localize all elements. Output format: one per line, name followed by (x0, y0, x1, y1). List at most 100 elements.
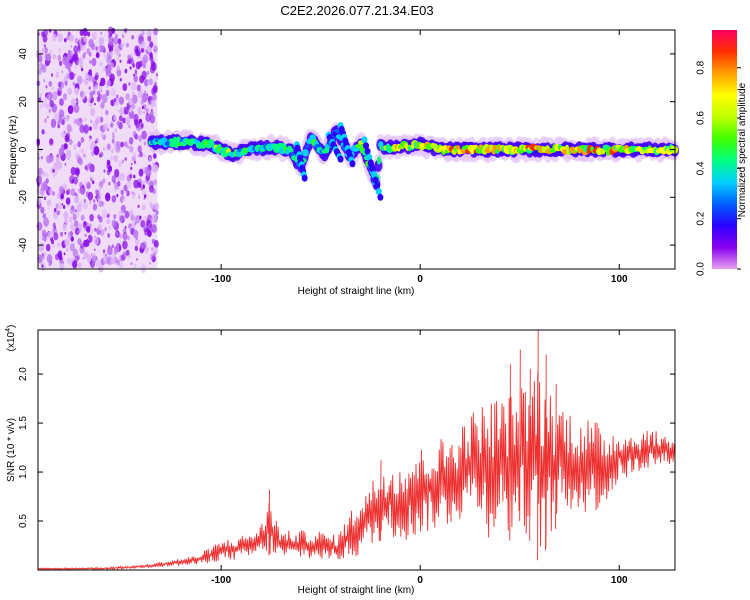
colorbar-tick-label: 0.2 (696, 211, 707, 225)
noise-speck (141, 30, 145, 36)
noise-speck (119, 172, 125, 182)
noise-speck (134, 238, 140, 246)
noise-speck (122, 195, 126, 202)
noise-speck (149, 64, 156, 74)
noise-speck (110, 122, 114, 128)
noise-speck (48, 188, 53, 195)
noise-speck (80, 148, 84, 154)
noise-speck (124, 225, 127, 229)
noise-speck (109, 73, 115, 83)
colorbar-tick-label: 0.4 (696, 161, 707, 175)
noise-speck (76, 194, 78, 198)
noise-speck (72, 248, 79, 258)
noise-speck (94, 227, 97, 232)
noise-speck (126, 235, 130, 241)
noise-speck (101, 201, 104, 206)
noise-speck (131, 103, 136, 110)
snr-line (37, 371, 676, 570)
noise-speck (136, 84, 141, 92)
noise-speck (105, 67, 111, 75)
noise-speck (57, 47, 62, 54)
noise-speck (80, 137, 85, 143)
noise-speck (145, 167, 151, 177)
noise-speck (63, 211, 69, 220)
noise-speck (125, 116, 131, 126)
noise-speck (126, 180, 132, 190)
noise-speck (153, 246, 159, 255)
noise-speck (133, 263, 137, 269)
spectrogram-y-tick-label: 0 (18, 146, 29, 152)
noise-speck (86, 254, 92, 263)
noise-speck (153, 226, 157, 233)
noise-speck (88, 137, 91, 142)
noise-speck (49, 260, 53, 265)
noise-speck (52, 191, 55, 196)
noise-speck (97, 202, 100, 206)
noise-speck (91, 255, 97, 264)
noise-speck (151, 247, 154, 251)
spectrogram-x-tick-label: 100 (611, 274, 628, 285)
noise-speck (44, 184, 49, 191)
snr-peak (555, 383, 557, 529)
band-streak (374, 182, 381, 190)
noise-speck (120, 189, 124, 195)
noise-speck (113, 214, 117, 219)
noise-speck (103, 257, 107, 262)
noise-speck (77, 188, 81, 194)
noise-speck (121, 159, 125, 164)
noise-speck (83, 51, 86, 56)
noise-speck (122, 251, 127, 258)
noise-speck (52, 33, 57, 42)
noise-speck (105, 192, 111, 202)
noise-speck (134, 69, 137, 74)
noise-speck (66, 257, 71, 265)
noise-speck (148, 215, 151, 219)
noise-speck (116, 65, 120, 71)
noise-speck (119, 262, 124, 269)
noise-speck (93, 248, 96, 252)
noise-speck (89, 223, 92, 227)
noise-speck (53, 112, 60, 123)
noise-speck (49, 99, 54, 108)
snr-peak (529, 369, 531, 541)
noise-speck (106, 159, 111, 166)
noise-speck (46, 173, 49, 178)
noise-speck (67, 105, 74, 115)
noise-speck (129, 106, 133, 113)
noise-speck (71, 179, 74, 184)
noise-speck (69, 205, 76, 215)
noise-speck (43, 235, 47, 242)
noise-speck (88, 96, 92, 101)
noise-speck (47, 230, 53, 239)
noise-speck (50, 120, 56, 129)
noise-speck (83, 251, 88, 259)
noise-speck (142, 54, 149, 64)
noise-speck (62, 205, 66, 209)
noise-speck (123, 141, 128, 148)
band-streak (367, 159, 374, 167)
noise-speck (73, 104, 80, 114)
noise-speck (62, 56, 68, 65)
noise-speck (130, 162, 133, 166)
noise-speck (99, 153, 102, 158)
noise-speck (45, 232, 49, 237)
noise-speck (43, 79, 46, 83)
noise-speck (74, 65, 77, 70)
noise-speck (113, 180, 116, 184)
noise-speck (89, 60, 92, 64)
noise-speck (110, 50, 114, 56)
noise-speck (44, 118, 47, 124)
noise-speck (90, 119, 93, 124)
noise-speck (126, 43, 129, 48)
noise-speck (100, 31, 103, 35)
snr-y-tick-label: 0.5 (18, 514, 29, 528)
band-streak (364, 147, 371, 155)
noise-speck (41, 129, 45, 135)
noise-speck (37, 54, 43, 63)
noise-speck (131, 214, 136, 222)
noise-speck (141, 105, 144, 110)
spectrogram-x-tick-label: 0 (417, 274, 423, 285)
noise-speck (57, 124, 60, 129)
snr-y-ticks: 0.5 1.0 1.5 2.0 (18, 367, 675, 528)
noise-speck (122, 83, 128, 91)
